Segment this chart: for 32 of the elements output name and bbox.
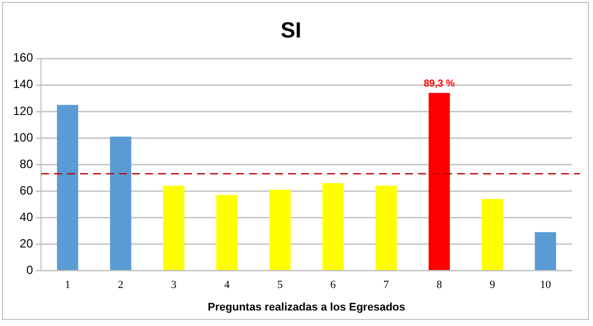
bar	[322, 183, 344, 270]
y-tick-label: 120	[12, 104, 34, 118]
bar	[428, 92, 450, 270]
x-tick-label: 8	[436, 279, 443, 292]
x-axis-title: Preguntas realizadas a los Egresados	[208, 301, 406, 314]
chart-title: SI	[280, 17, 302, 42]
x-tick-label: 9	[490, 279, 496, 292]
bar	[482, 198, 503, 270]
x-tick-label: 2	[118, 279, 124, 292]
y-tick-label: 80	[20, 156, 34, 171]
x-tick-label: 6	[330, 279, 336, 292]
bar	[56, 104, 78, 270]
bar	[269, 190, 291, 270]
y-tick-label: 160	[12, 50, 34, 65]
bar	[534, 232, 556, 270]
x-tick-label: 1	[64, 279, 70, 292]
y-tick-label: 20	[20, 236, 34, 250]
x-tick-label: 7	[383, 279, 390, 292]
x-tick-label: 3	[171, 279, 178, 292]
bar	[163, 186, 184, 270]
y-tick-label: 140	[12, 77, 34, 92]
x-tick-label: 5	[277, 279, 284, 292]
annotation: 89,3 %	[424, 78, 455, 90]
y-tick-label: 100	[12, 130, 34, 144]
x-tick-label: 4	[224, 279, 230, 292]
y-tick-label: 60	[20, 183, 34, 198]
bar	[216, 195, 238, 270]
bar	[376, 186, 397, 270]
x-tick-label: 10	[540, 279, 552, 292]
y-tick-label: 40	[20, 210, 34, 224]
bar	[110, 136, 132, 270]
y-tick-label: 0	[26, 262, 34, 277]
